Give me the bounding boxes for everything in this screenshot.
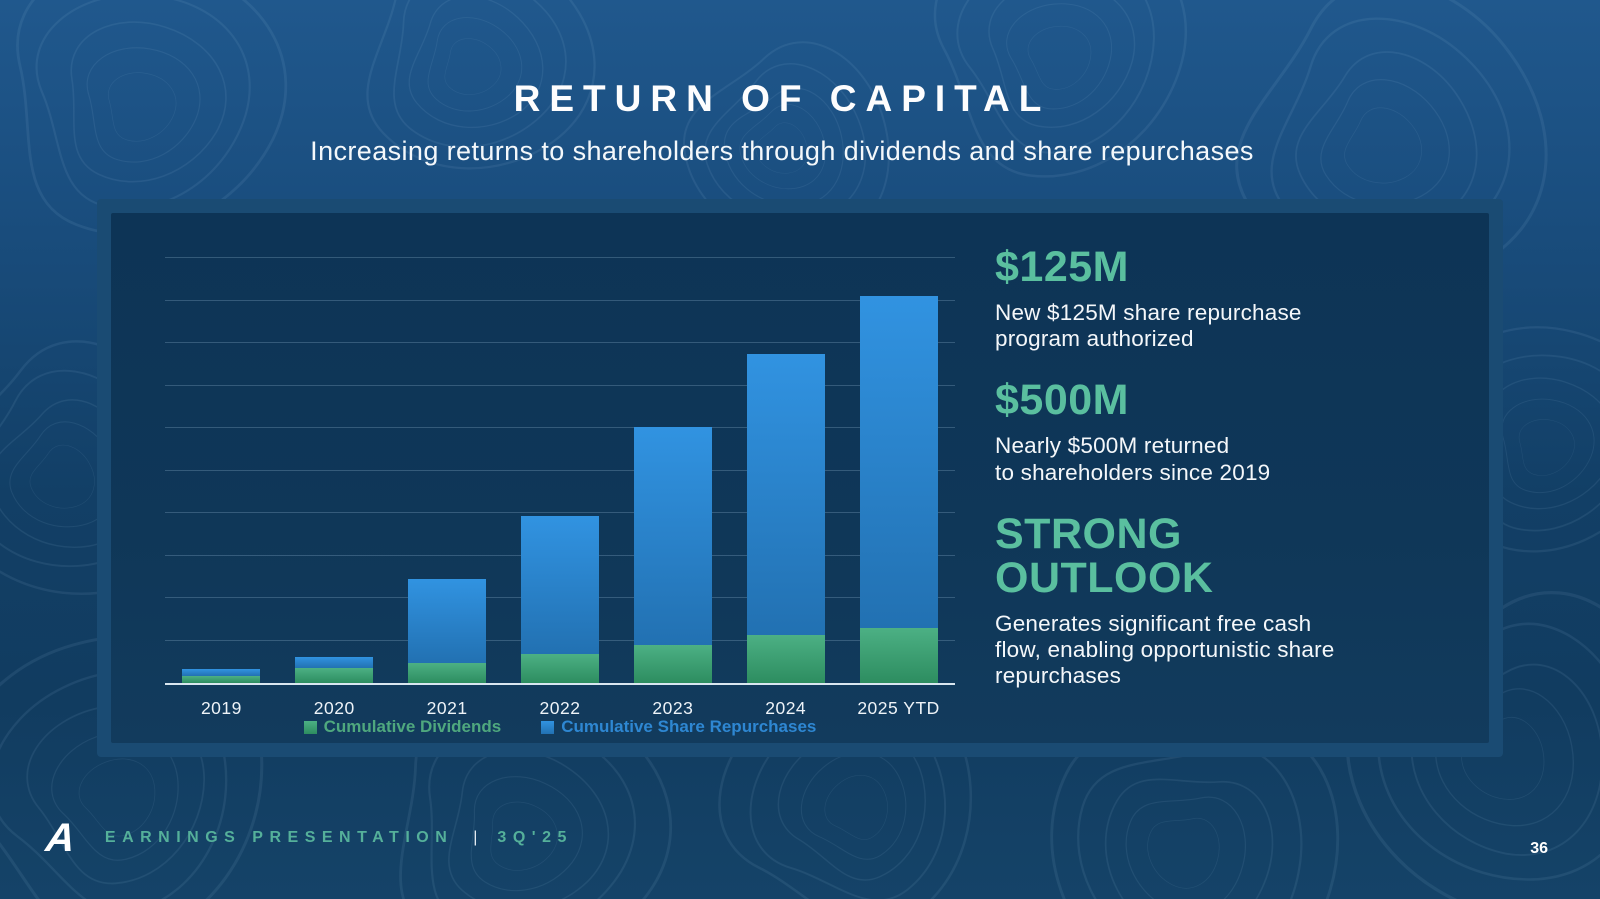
bar-stack bbox=[633, 427, 712, 683]
bar-group: 2022 bbox=[504, 258, 617, 718]
bar-stack bbox=[182, 668, 261, 683]
bar-group: 2023 bbox=[616, 258, 729, 718]
legend-label: Cumulative Dividends bbox=[323, 717, 502, 736]
company-logo: A bbox=[43, 816, 78, 860]
legend-label: Cumulative Share Repurchases bbox=[561, 717, 817, 736]
bar-stack bbox=[408, 579, 487, 683]
x-axis-label: 2019 bbox=[200, 698, 242, 718]
bar-group: 2019 bbox=[165, 258, 278, 718]
legend-swatch bbox=[303, 720, 317, 734]
x-axis-label: 2020 bbox=[313, 698, 355, 718]
legend-item: Cumulative Share Repurchases bbox=[541, 717, 816, 737]
bar-segment-repurchases bbox=[859, 296, 938, 628]
page-number: 36 bbox=[1530, 840, 1548, 857]
bar-segment-repurchases bbox=[182, 668, 261, 677]
highlight-item: $125M New $125M share repurchase program… bbox=[995, 243, 1450, 352]
bar-segment-dividends bbox=[408, 663, 487, 683]
slide-header: RETURN OF CAPITAL Increasing returns to … bbox=[0, 78, 1564, 167]
page-subtitle: Increasing returns to shareholders throu… bbox=[310, 136, 1254, 166]
bar-group: 2024 bbox=[729, 258, 842, 718]
highlight-body: New $125M share repurchase program autho… bbox=[995, 299, 1302, 352]
footer-label: EARNINGS PRESENTATION bbox=[104, 829, 454, 846]
highlight-body: Generates significant free cash flow, en… bbox=[995, 610, 1335, 689]
bar-group: 2021 bbox=[391, 258, 504, 718]
bar-segment-repurchases bbox=[746, 354, 825, 635]
footer: A EARNINGS PRESENTATION | 3Q'25 bbox=[43, 816, 573, 860]
bar-segment-repurchases bbox=[520, 515, 599, 655]
bar-stack bbox=[746, 354, 825, 683]
footer-text: EARNINGS PRESENTATION | 3Q'25 bbox=[105, 829, 573, 847]
bar-segment-repurchases bbox=[408, 579, 487, 664]
gridline bbox=[165, 384, 955, 386]
footer-quarter: 3Q'25 bbox=[497, 829, 573, 846]
x-axis-label: 2025 YTD bbox=[857, 698, 940, 718]
footer-separator: | bbox=[473, 829, 478, 846]
bar-segment-dividends bbox=[182, 676, 261, 683]
bar-segment-dividends bbox=[633, 644, 712, 683]
highlight-body: Nearly $500M returned to shareholders si… bbox=[995, 433, 1271, 485]
bar-segment-repurchases bbox=[295, 656, 374, 668]
bar-stack bbox=[295, 656, 374, 683]
gridline bbox=[165, 257, 955, 258]
bar-group: 2020 bbox=[278, 258, 391, 718]
legend-item: Cumulative Dividends bbox=[303, 717, 502, 737]
highlight-item: STRONG OUTLOOK Generates significant fre… bbox=[995, 509, 1450, 690]
bar-segment-dividends bbox=[859, 627, 938, 683]
gridline bbox=[165, 469, 955, 471]
x-axis-label: 2022 bbox=[539, 698, 581, 718]
bar-segment-repurchases bbox=[633, 427, 712, 645]
page-title: RETURN OF CAPITAL bbox=[513, 78, 1051, 119]
bar-segment-dividends bbox=[746, 634, 825, 683]
highlight-headline: $500M bbox=[995, 376, 1129, 425]
highlight-headline: STRONG OUTLOOK bbox=[995, 509, 1214, 602]
chart-legend: Cumulative Dividends Cumulative Share Rep… bbox=[165, 717, 955, 737]
highlight-headline: $125M bbox=[995, 243, 1129, 291]
bar-chart: 2019 2020 2021 2022 2023 2024 2025 YTD bbox=[165, 257, 955, 718]
x-axis-label: 2021 bbox=[426, 698, 468, 718]
bar-segment-dividends bbox=[520, 654, 599, 683]
gridline bbox=[165, 342, 955, 343]
gridline bbox=[165, 512, 955, 513]
bar-group: 2025 YTD bbox=[842, 258, 955, 718]
bar-stack bbox=[520, 515, 599, 683]
highlight-item: $500M Nearly $500M returned to sharehold… bbox=[995, 379, 1450, 485]
bar-segment-dividends bbox=[295, 667, 374, 683]
x-axis-label: 2024 bbox=[765, 698, 807, 718]
highlights-column: $125M New $125M share repurchase program… bbox=[995, 243, 1450, 717]
gridline bbox=[165, 427, 955, 428]
legend-swatch bbox=[541, 720, 555, 734]
x-axis-label: 2023 bbox=[652, 698, 694, 718]
bar-stack bbox=[859, 296, 938, 683]
gridline bbox=[165, 299, 955, 301]
